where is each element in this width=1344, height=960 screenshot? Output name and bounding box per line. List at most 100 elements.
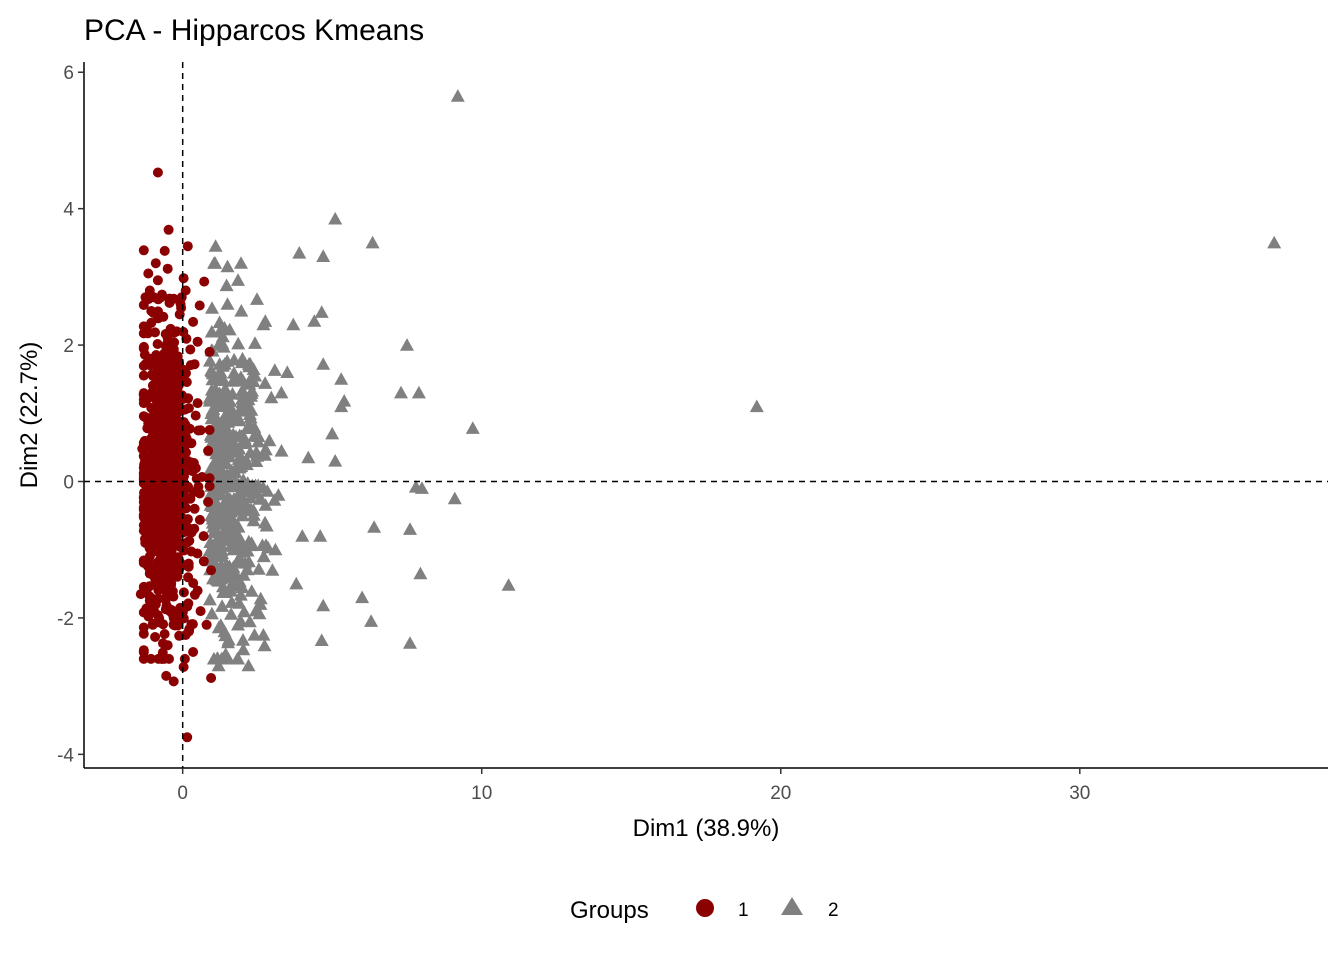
group1-point xyxy=(162,640,173,651)
group2-point xyxy=(314,305,329,318)
group2-point xyxy=(292,246,307,259)
group2-point xyxy=(252,606,267,620)
group2-point xyxy=(232,596,247,609)
group2-point xyxy=(216,455,231,469)
group1-point xyxy=(166,604,176,615)
group2-point xyxy=(247,628,262,641)
group1-point xyxy=(189,359,200,370)
group1-point xyxy=(188,578,199,589)
group2-point xyxy=(408,480,423,493)
group1-point xyxy=(139,435,150,446)
group2-point xyxy=(253,597,268,610)
group2-point xyxy=(337,394,352,407)
axis-ticks: 0 10 20 30 -4 -2 0 2 4 6 xyxy=(57,63,1090,804)
group1-point xyxy=(156,498,167,509)
group1-point xyxy=(206,673,217,683)
y-tick-label: 6 xyxy=(63,63,74,84)
x-tick-label: 10 xyxy=(471,783,492,804)
group1-point xyxy=(146,403,157,413)
group1-point xyxy=(190,410,201,421)
group2-point xyxy=(205,301,219,314)
group2-point xyxy=(206,488,221,501)
group1-point xyxy=(203,445,214,456)
group2-point xyxy=(251,478,266,491)
group1-point xyxy=(168,360,179,371)
group1-point xyxy=(138,497,149,507)
group1-point xyxy=(146,653,156,664)
group1-point xyxy=(179,471,189,482)
group2-point xyxy=(216,470,231,484)
group1-point xyxy=(153,313,164,324)
group2-point xyxy=(268,542,283,556)
group1-point xyxy=(163,533,174,544)
group1-point xyxy=(195,606,206,617)
group2-point xyxy=(216,387,231,400)
group2-point xyxy=(221,635,235,649)
group1-point xyxy=(143,611,154,622)
y-axis-title: Dim2 (22.7%) xyxy=(16,342,43,489)
group2-point xyxy=(226,542,241,556)
group1-point xyxy=(178,587,189,598)
group1-point xyxy=(156,448,166,458)
group2-point xyxy=(501,578,516,591)
group1-point xyxy=(186,527,197,538)
group1-point xyxy=(185,344,196,355)
group1-point xyxy=(181,432,192,443)
group2-point xyxy=(232,460,247,474)
y-tick-label: 4 xyxy=(63,200,74,221)
group2-point xyxy=(367,520,382,533)
legend-key-circle xyxy=(696,899,714,917)
group1-point xyxy=(168,293,179,304)
legend-label-1: 1 xyxy=(738,900,749,921)
group1-point xyxy=(147,380,158,391)
group2-point xyxy=(207,256,222,269)
legend: Groups 1 2 xyxy=(570,897,839,924)
group1-point xyxy=(201,619,212,630)
group2-point xyxy=(365,235,380,249)
group2-point xyxy=(224,607,239,620)
group1-point xyxy=(168,372,179,383)
group2-point xyxy=(400,338,414,351)
group1-point xyxy=(184,535,195,546)
group1-point xyxy=(168,381,179,391)
group1-point xyxy=(147,421,158,432)
group1-point xyxy=(190,463,201,474)
group2-point xyxy=(202,543,217,557)
group2-point xyxy=(214,514,229,527)
group1-point xyxy=(204,481,215,492)
group2-point xyxy=(229,372,244,385)
y-tick-label: -4 xyxy=(57,745,74,766)
group2-point xyxy=(225,387,240,400)
group2-point xyxy=(280,365,295,378)
group1-point xyxy=(144,568,155,579)
group2-point xyxy=(238,434,253,448)
group2-point xyxy=(212,530,226,544)
group2-point xyxy=(206,520,221,533)
group1-point xyxy=(143,268,154,279)
group2-point xyxy=(240,421,255,434)
group2-point xyxy=(256,549,271,563)
group2-point xyxy=(256,317,271,331)
group1-point xyxy=(183,393,194,404)
group1-point xyxy=(188,647,199,657)
group1-point xyxy=(144,591,155,602)
group2-point xyxy=(204,606,219,620)
group1-point xyxy=(144,285,155,296)
group1-point xyxy=(137,443,148,454)
group2-point xyxy=(231,651,245,665)
group1-point xyxy=(161,670,172,681)
group2-point xyxy=(206,402,221,415)
group1-point xyxy=(165,435,176,446)
group1-point xyxy=(138,557,149,568)
group1-point xyxy=(167,510,177,521)
group2-point xyxy=(244,403,259,416)
group1-point xyxy=(156,514,167,524)
group1-point xyxy=(160,594,171,605)
group1-point xyxy=(167,498,178,509)
group2-point xyxy=(217,624,232,638)
group2-point xyxy=(228,532,243,546)
group2-point xyxy=(217,585,232,598)
group2-point xyxy=(267,363,282,376)
group1-point xyxy=(199,276,210,287)
group1-point xyxy=(188,316,199,327)
